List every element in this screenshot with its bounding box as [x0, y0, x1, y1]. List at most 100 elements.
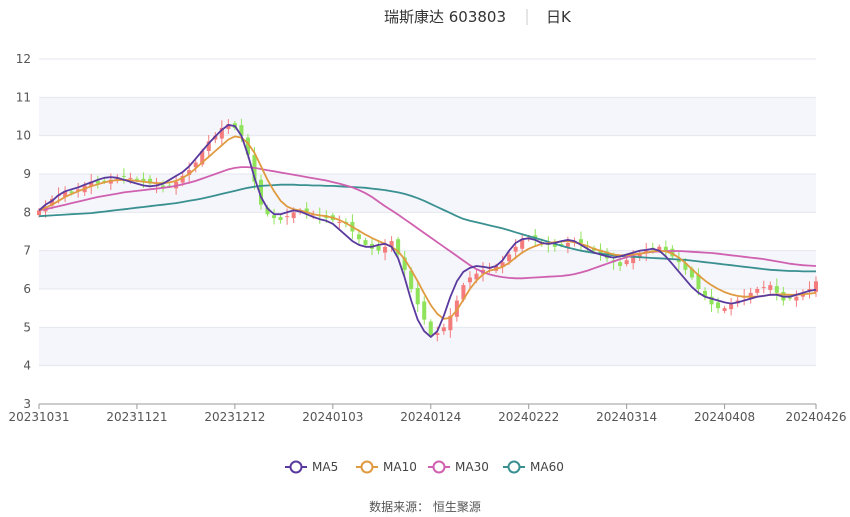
x-tick-label: 20231031 — [8, 410, 69, 424]
y-tick-label: 8 — [23, 205, 31, 219]
candle — [63, 186, 68, 202]
candle-body — [102, 180, 107, 182]
candle — [121, 168, 126, 184]
candle-body — [709, 296, 714, 305]
candle — [402, 251, 407, 277]
candle-body — [807, 289, 812, 291]
candle — [637, 250, 642, 262]
candle — [768, 281, 773, 294]
candle-body — [702, 290, 708, 297]
candle-body — [578, 239, 583, 243]
candle — [702, 287, 708, 301]
candle-body — [180, 175, 185, 183]
y-tick-label: 9 — [23, 167, 31, 181]
candle — [422, 296, 427, 325]
candle — [624, 257, 629, 267]
candle-body — [689, 268, 694, 278]
legend[interactable]: MA5 MA10 MA30 MA60 — [285, 460, 564, 474]
candle-body — [245, 137, 250, 155]
candle-body — [624, 260, 629, 265]
candle-body — [794, 296, 799, 301]
candle-body — [565, 243, 570, 247]
y-tick-label: 4 — [23, 359, 31, 373]
candle-body — [474, 273, 479, 280]
candle — [272, 208, 277, 225]
candle — [389, 236, 394, 252]
candle-body — [435, 333, 440, 335]
candle-body — [768, 285, 773, 290]
candle-body — [774, 286, 779, 293]
candle-body — [428, 321, 433, 335]
legend-circle-icon — [507, 460, 521, 474]
background-band — [39, 174, 816, 213]
candle-body — [363, 240, 368, 245]
candle-body — [69, 191, 74, 194]
candle-body — [422, 301, 427, 320]
legend-circle-icon — [289, 460, 303, 474]
candle — [807, 281, 812, 299]
legend-circle-icon — [360, 460, 374, 474]
candle-body — [356, 234, 361, 240]
y-axis-ticks: 3 4 5 6 7 8 9 10 11 12 — [16, 52, 31, 411]
legend-label: MA30 — [455, 460, 489, 474]
y-tick-label: 3 — [23, 397, 31, 411]
candle — [520, 234, 525, 254]
legend-label: MA10 — [383, 460, 417, 474]
candle-body — [206, 141, 211, 151]
candle-body — [337, 221, 342, 223]
legend-item-ma10[interactable]: MA10 — [356, 460, 417, 474]
candle — [670, 245, 675, 261]
legend-item-ma5[interactable]: MA5 — [285, 460, 338, 474]
candle — [206, 135, 211, 158]
candle-body — [141, 178, 146, 182]
legend-item-ma30[interactable]: MA30 — [428, 460, 489, 474]
candle-body — [598, 249, 603, 255]
candle-body — [76, 189, 81, 192]
x-tick-label: 20240426 — [785, 410, 846, 424]
candle — [696, 268, 701, 296]
candle-body — [663, 246, 668, 251]
candle — [552, 238, 557, 252]
candle — [356, 229, 361, 245]
legend-item-ma60[interactable]: MA60 — [503, 460, 564, 474]
candle-body — [389, 241, 394, 247]
candle-body — [748, 292, 753, 299]
candle-body — [128, 177, 133, 179]
candle-body — [618, 262, 623, 266]
candle-body — [265, 207, 270, 215]
candle — [226, 119, 231, 134]
chart-title: 瑞斯康达 603803 — [384, 8, 506, 26]
candle-body — [507, 254, 512, 262]
candle-body — [219, 128, 224, 139]
x-tick-label: 20240222 — [498, 410, 559, 424]
candle-body — [383, 246, 388, 253]
candle — [258, 174, 264, 210]
candle-body — [513, 246, 518, 252]
candle-body — [409, 270, 414, 289]
candle-body — [89, 181, 94, 187]
candle-body — [278, 217, 283, 220]
candle-body — [376, 245, 381, 251]
candle — [748, 287, 753, 304]
candle — [278, 213, 283, 224]
candle — [115, 174, 120, 184]
background-band — [39, 97, 816, 136]
candle-body — [147, 178, 153, 184]
candle — [774, 278, 779, 301]
candle-body — [761, 287, 766, 289]
moving-average-lines — [38, 124, 817, 338]
candle-body — [258, 179, 264, 205]
candle — [467, 271, 472, 289]
candle-body — [461, 285, 466, 300]
candlesticks — [36, 118, 819, 342]
candle-body — [467, 277, 472, 283]
x-tick-label: 20240124 — [400, 410, 461, 424]
candle — [415, 280, 420, 312]
candle — [729, 298, 734, 316]
candle-body — [722, 308, 727, 312]
legend-label: MA5 — [312, 460, 338, 474]
candle-body — [36, 210, 42, 216]
candle-body — [200, 151, 205, 165]
candle — [441, 323, 446, 335]
candle — [663, 240, 668, 257]
